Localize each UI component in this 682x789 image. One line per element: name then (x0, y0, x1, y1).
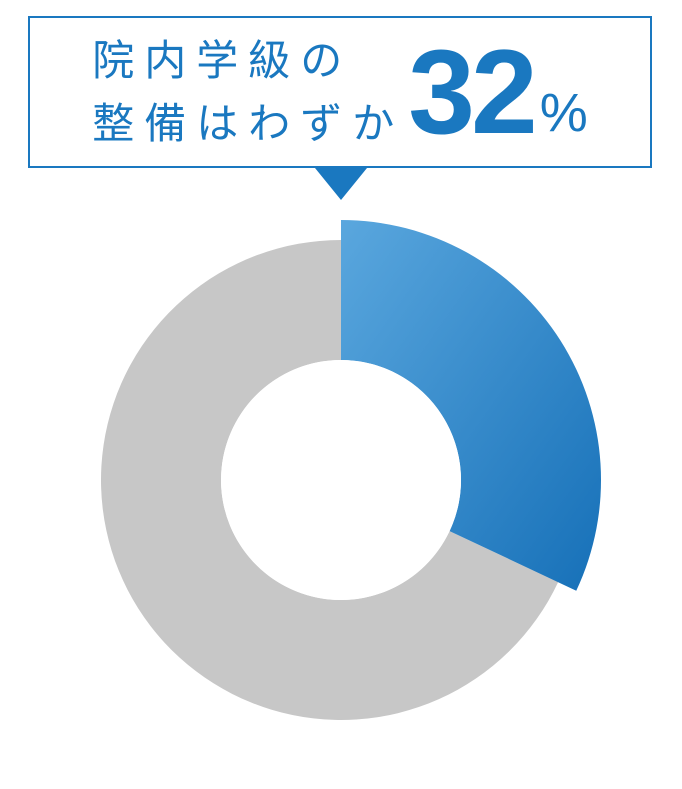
donut-chart (81, 220, 601, 740)
donut-hole (221, 360, 461, 600)
callout-number: 32 (408, 32, 533, 152)
callout-line2: 整備はわずか (92, 100, 404, 147)
callout-text: 院内学級の 整備はわずか (92, 29, 404, 155)
callout-line1: 院内学級の (92, 37, 352, 84)
donut-svg (81, 220, 601, 740)
pointer-triangle (315, 168, 367, 200)
callout-box: 院内学級の 整備はわずか 32 % (28, 16, 652, 168)
callout-percent: % (540, 82, 588, 144)
